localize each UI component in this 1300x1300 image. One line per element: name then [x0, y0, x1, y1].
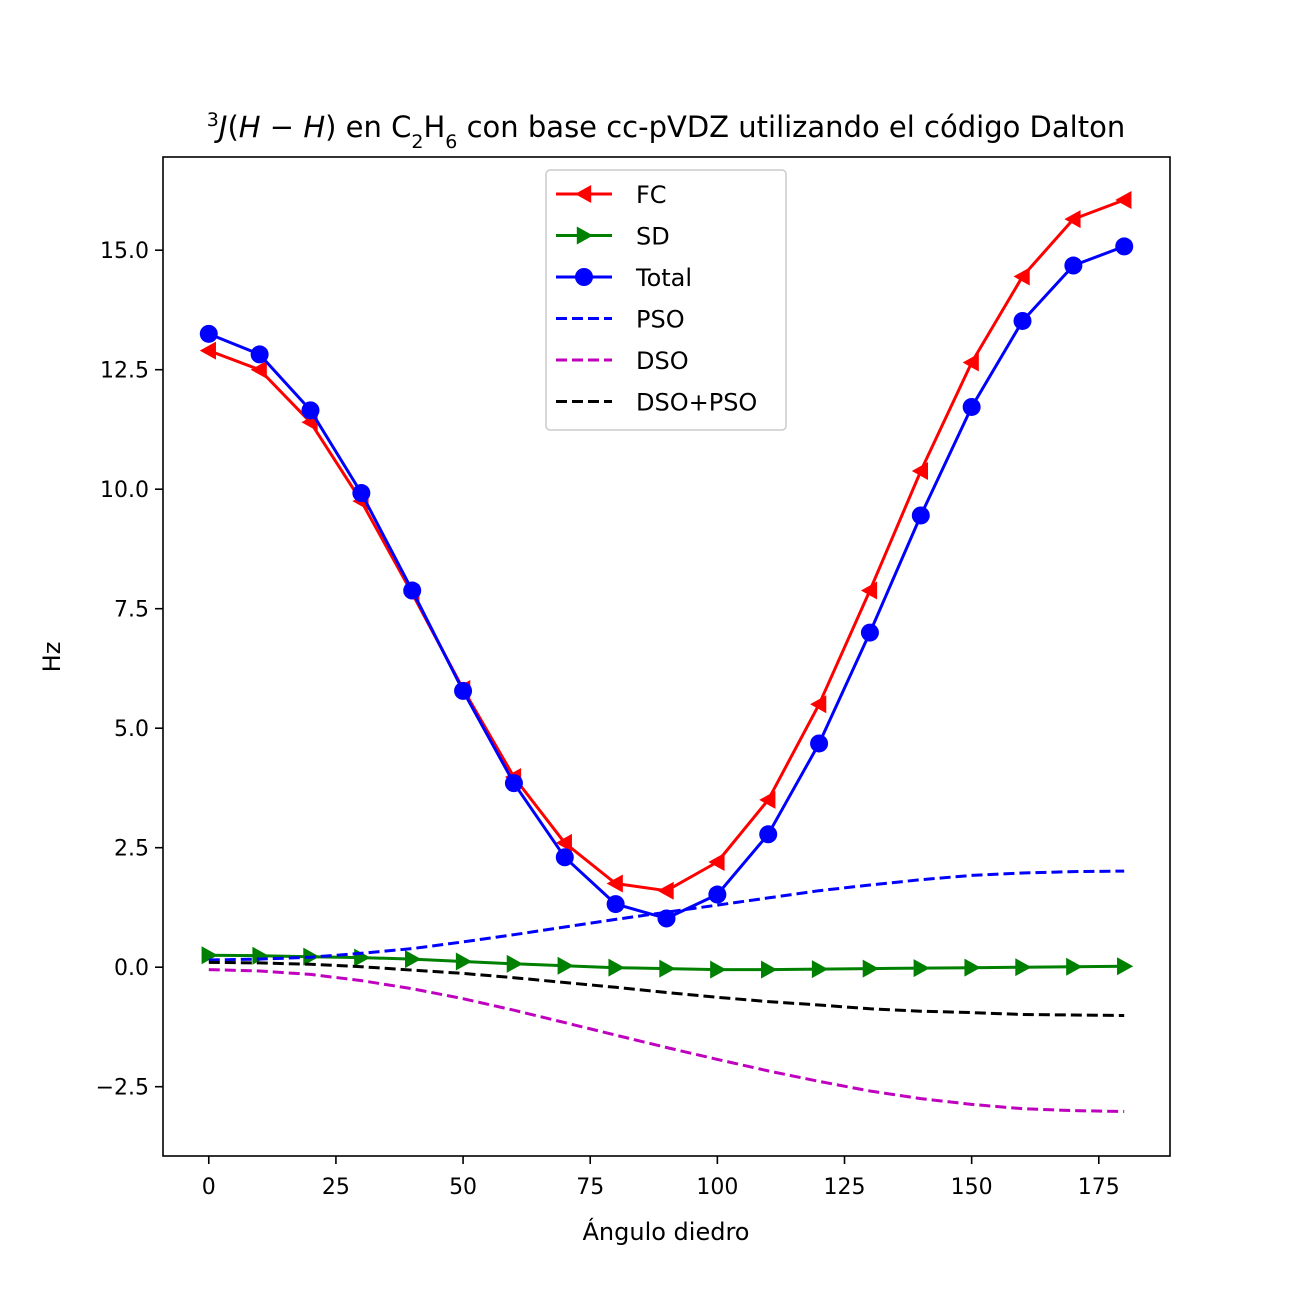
data-point-fc	[810, 695, 827, 714]
data-point-sd	[608, 958, 625, 977]
legend-marker-total	[575, 268, 593, 286]
legend-label-dso-pso: DSO+PSO	[636, 389, 757, 417]
x-tick-label: 0	[202, 1175, 216, 1200]
data-point-sd	[811, 960, 829, 979]
data-point-fc	[1115, 191, 1132, 210]
data-point-fc	[708, 853, 725, 872]
legend-label-fc: FC	[636, 181, 667, 209]
series-sd	[201, 946, 1134, 979]
data-point-fc	[962, 353, 979, 372]
x-tick-label: 150	[951, 1175, 993, 1200]
data-point-sd	[1117, 957, 1134, 976]
x-tick-label: 25	[322, 1175, 350, 1200]
y-tick-label: 0.0	[114, 956, 149, 981]
series-dso	[208, 968, 1125, 1113]
data-point-fc	[606, 874, 623, 893]
data-point-fc	[1013, 267, 1030, 286]
data-point-total	[1013, 311, 1032, 330]
y-tick-label: 10.0	[100, 478, 149, 503]
data-point-fc	[657, 881, 674, 900]
data-point-total	[250, 345, 269, 364]
data-point-total	[860, 623, 879, 642]
legend: FC SD Total PSO DSO DSO+PSO	[545, 169, 787, 431]
series-pso	[208, 869, 1125, 962]
y-tick-label: 7.5	[114, 598, 149, 623]
data-point-total	[606, 895, 625, 914]
series-line-dso-pso	[208, 960, 1125, 1017]
data-point-total	[555, 848, 574, 867]
data-point-sd	[964, 958, 981, 977]
data-point-sd	[710, 960, 727, 979]
y-axis-label: Hz	[38, 642, 66, 673]
data-point-fc	[250, 360, 267, 379]
data-point-total	[810, 734, 829, 753]
legend-item-fc: FC	[556, 181, 667, 209]
data-point-fc	[199, 341, 216, 360]
data-point-fc	[911, 462, 928, 481]
data-point-total	[352, 484, 371, 503]
x-axis-label: Ángulo diedro	[583, 1217, 750, 1246]
legend-item-pso: PSO	[556, 306, 685, 334]
x-tick-label: 100	[696, 1175, 738, 1200]
plot-frame	[162, 156, 1171, 1157]
legend-label-sd: SD	[636, 223, 670, 251]
data-point-sd	[761, 960, 778, 979]
axes-ticks: 0 25 50 75 100 125 150 175 −2.5 0.0 2.5 5.0 7.5 10.0 1…	[96, 239, 1120, 1200]
data-point-fc	[759, 790, 776, 809]
legend-item-dso-pso: DSO+PSO	[556, 389, 757, 417]
data-point-sd	[405, 950, 422, 969]
data-point-sd	[506, 954, 523, 973]
legend-label-total: Total	[635, 264, 692, 292]
x-tick-label: 50	[449, 1175, 477, 1200]
data-point-total	[454, 681, 473, 700]
series-dso-pso	[208, 960, 1125, 1017]
data-point-fc	[860, 581, 878, 600]
data-point-sd	[659, 959, 676, 978]
data-point-sd	[1015, 958, 1032, 977]
legend-marker-fc	[575, 185, 592, 203]
data-point-total	[301, 401, 320, 420]
data-point-sd	[913, 959, 930, 978]
data-point-fc	[1064, 210, 1081, 229]
data-point-sd	[455, 952, 473, 971]
data-point-sd	[862, 959, 879, 978]
data-point-total	[403, 581, 422, 600]
legend-label-dso: DSO	[636, 347, 689, 375]
data-point-sd	[201, 946, 218, 965]
data-point-total	[1064, 256, 1083, 275]
series-line-dso	[208, 968, 1125, 1113]
x-tick-label: 75	[576, 1175, 604, 1200]
data-point-total	[962, 397, 981, 416]
y-tick-label: 5.0	[114, 717, 149, 742]
data-point-total	[504, 774, 523, 793]
series-line-pso	[208, 869, 1125, 962]
data-point-sd	[252, 946, 269, 965]
data-point-fc	[555, 833, 572, 852]
series-layer	[199, 191, 1134, 1113]
data-point-total	[199, 324, 218, 343]
data-point-sd	[1066, 957, 1083, 976]
chart-title: 3J(H − H) en C2H6 con base cc-pVDZ utili…	[207, 109, 1125, 153]
legend-label-pso: PSO	[636, 306, 685, 334]
y-tick-label: 12.5	[100, 359, 149, 384]
y-tick-label: 15.0	[100, 239, 149, 264]
data-point-total	[759, 825, 778, 844]
legend-marker-sd	[576, 226, 593, 245]
x-tick-label: 125	[824, 1175, 866, 1200]
data-point-sd	[557, 956, 574, 975]
data-point-total	[911, 506, 930, 525]
data-point-total	[708, 885, 727, 904]
legend-item-sd: SD	[556, 223, 670, 251]
legend-item-dso: DSO	[556, 347, 689, 375]
y-tick-label: −2.5	[96, 1076, 149, 1101]
y-tick-label: 2.5	[114, 837, 149, 862]
data-point-total	[1115, 237, 1134, 256]
legend-item-total: Total	[556, 264, 692, 292]
x-tick-label: 175	[1078, 1175, 1120, 1200]
